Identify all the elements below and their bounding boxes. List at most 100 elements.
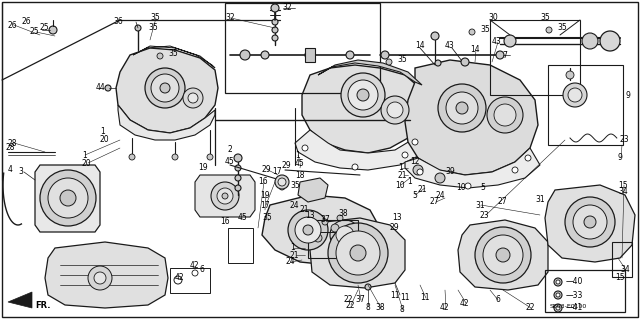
Circle shape <box>573 205 607 239</box>
Text: 43: 43 <box>492 38 502 47</box>
Circle shape <box>275 175 289 189</box>
Text: 14: 14 <box>470 46 479 55</box>
Circle shape <box>546 27 552 33</box>
Text: 27: 27 <box>430 197 440 206</box>
Circle shape <box>272 27 278 33</box>
Circle shape <box>157 53 163 59</box>
Text: 13: 13 <box>305 211 315 219</box>
Text: 10: 10 <box>456 183 466 192</box>
Circle shape <box>192 270 198 276</box>
Text: 23: 23 <box>480 211 490 219</box>
Text: 11: 11 <box>420 293 429 302</box>
Circle shape <box>475 227 531 283</box>
Text: 19: 19 <box>260 190 269 199</box>
Circle shape <box>272 35 278 41</box>
Circle shape <box>271 4 279 12</box>
Circle shape <box>438 84 486 132</box>
Circle shape <box>341 73 385 117</box>
Circle shape <box>431 32 439 40</box>
Polygon shape <box>195 175 255 217</box>
Text: 25: 25 <box>40 24 50 33</box>
Text: 26: 26 <box>22 18 31 26</box>
Bar <box>548 65 623 145</box>
Circle shape <box>234 154 242 162</box>
Text: 35: 35 <box>480 26 490 34</box>
Text: 35: 35 <box>290 181 300 189</box>
Text: 1: 1 <box>290 243 295 253</box>
Polygon shape <box>305 48 315 62</box>
Text: 22: 22 <box>345 300 355 309</box>
Text: 14: 14 <box>415 41 424 49</box>
Circle shape <box>235 185 241 191</box>
Text: 38: 38 <box>375 303 385 313</box>
Polygon shape <box>295 122 430 170</box>
Circle shape <box>357 89 369 101</box>
Circle shape <box>172 154 178 160</box>
Text: 8: 8 <box>365 303 371 313</box>
Text: 10: 10 <box>395 181 404 189</box>
Text: 1: 1 <box>407 177 412 187</box>
Circle shape <box>494 104 516 126</box>
Text: 1: 1 <box>398 164 403 173</box>
Text: 20: 20 <box>82 159 92 167</box>
Text: 35: 35 <box>262 213 272 222</box>
Bar <box>170 268 210 293</box>
Circle shape <box>60 190 76 206</box>
Circle shape <box>279 184 285 190</box>
Text: 32: 32 <box>282 4 292 12</box>
Circle shape <box>278 178 286 186</box>
Circle shape <box>446 92 478 124</box>
Circle shape <box>145 68 185 108</box>
Polygon shape <box>310 218 405 288</box>
Text: 6: 6 <box>495 295 500 305</box>
Polygon shape <box>116 48 218 133</box>
Text: 38: 38 <box>338 209 348 218</box>
Circle shape <box>568 88 582 102</box>
Circle shape <box>135 25 141 31</box>
Circle shape <box>331 224 339 232</box>
Polygon shape <box>45 242 168 308</box>
Text: 35: 35 <box>540 13 550 23</box>
Text: 17: 17 <box>260 201 269 210</box>
Circle shape <box>305 50 315 60</box>
Circle shape <box>352 164 358 170</box>
Circle shape <box>188 93 198 103</box>
Text: 15: 15 <box>618 181 628 189</box>
Text: 39: 39 <box>445 167 455 176</box>
Text: 16: 16 <box>258 177 268 187</box>
Text: —41: —41 <box>566 303 583 313</box>
Text: 30: 30 <box>488 13 498 23</box>
Circle shape <box>554 291 562 299</box>
Circle shape <box>211 182 239 210</box>
Circle shape <box>207 154 213 160</box>
Text: 6: 6 <box>200 265 205 275</box>
Bar <box>545 270 625 312</box>
Circle shape <box>387 102 403 118</box>
Circle shape <box>272 19 278 25</box>
Circle shape <box>525 155 531 161</box>
Circle shape <box>222 193 228 199</box>
Text: 13: 13 <box>392 213 402 222</box>
Circle shape <box>330 220 360 250</box>
Polygon shape <box>262 195 380 265</box>
Text: 34: 34 <box>620 265 630 275</box>
Circle shape <box>160 83 170 93</box>
Text: 31: 31 <box>535 196 545 204</box>
Bar <box>228 228 253 263</box>
Text: 18: 18 <box>295 170 305 180</box>
Circle shape <box>346 51 354 59</box>
Circle shape <box>328 223 388 283</box>
Text: —40: —40 <box>566 278 584 286</box>
Circle shape <box>235 175 241 181</box>
Text: 29: 29 <box>262 166 271 174</box>
Text: 22: 22 <box>525 303 534 313</box>
Text: 35: 35 <box>557 24 567 33</box>
Circle shape <box>322 219 328 225</box>
Polygon shape <box>405 60 538 175</box>
Text: 1: 1 <box>295 151 300 160</box>
Text: 42: 42 <box>190 261 200 270</box>
Bar <box>612 242 632 277</box>
Text: 2: 2 <box>228 145 233 154</box>
Text: 25: 25 <box>30 27 40 36</box>
Text: 17: 17 <box>272 167 282 176</box>
